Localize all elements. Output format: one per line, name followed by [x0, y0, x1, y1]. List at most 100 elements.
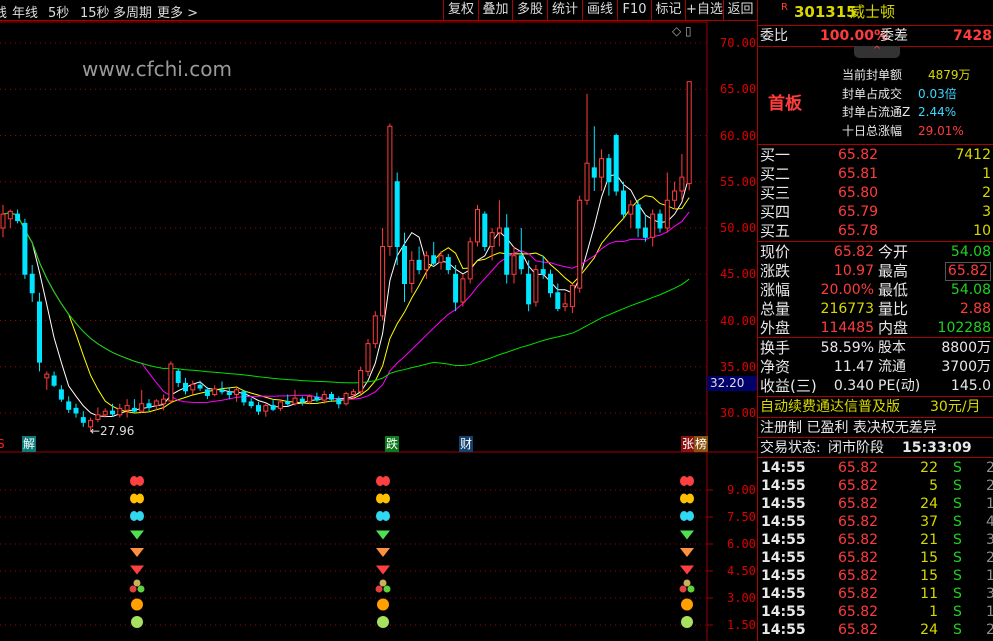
period-4[interactable]: 多周期: [113, 6, 153, 21]
candle-body: [380, 246, 386, 317]
tick-volume: 24: [920, 496, 938, 512]
candle-body: [686, 81, 692, 185]
candle: [511, 246, 517, 284]
candle-body: [504, 227, 510, 275]
butterfly-red-icon: [376, 476, 390, 486]
candle-body: [635, 204, 641, 229]
period-3[interactable]: 15秒: [80, 6, 110, 21]
tick-time: 14:55: [761, 460, 806, 476]
candle: [518, 228, 524, 275]
diamond-red-icon: [376, 565, 390, 575]
toolbar-button-2[interactable]: 多股: [512, 0, 547, 20]
chart-options-icons[interactable]: ◇ ▯: [672, 24, 692, 38]
candle-body: [460, 278, 466, 303]
candle: [591, 126, 597, 191]
period-1[interactable]: 年线: [12, 6, 39, 21]
candle-body: [226, 392, 232, 395]
candle-body: [453, 273, 459, 303]
candle-body: [657, 213, 663, 229]
low-price-label: ←27.96: [90, 424, 135, 438]
indicator-tick-label: 3.00: [727, 591, 756, 605]
candle-body: [350, 391, 356, 396]
stat-value: 20.00%: [820, 282, 874, 298]
stat-row: 涨幅 20.00% 最低 54.08: [758, 281, 993, 300]
stat-label: 最高: [878, 262, 909, 280]
candle-body: [533, 269, 539, 303]
tick-row: 14:55 65.82 15 S 2: [758, 549, 993, 568]
candle: [73, 403, 79, 418]
tick-volume: 11: [920, 586, 938, 602]
period-2[interactable]: 5秒: [48, 6, 70, 21]
period-0[interactable]: 线: [0, 6, 8, 21]
diamond-orange-icon: [130, 548, 144, 557]
tick-row: 14:55 65.82 37 S 4: [758, 513, 993, 532]
fund-row: 净资 11.47 流通 3700万: [758, 358, 993, 377]
signal-marker: 榜: [694, 436, 709, 452]
candle-body: [256, 405, 261, 412]
toolbar-button-6[interactable]: 标记: [651, 0, 685, 20]
toolbar-button-4[interactable]: 画线: [582, 0, 617, 20]
candle-body: [416, 259, 422, 271]
butterfly-cyan-icon: [680, 511, 694, 521]
candle: [358, 366, 364, 395]
candle-body: [168, 363, 174, 402]
stat-label: 内盘: [878, 319, 909, 337]
promo-link[interactable]: 自动续费通达信普及版 30元/月: [758, 398, 993, 417]
period-5[interactable]: 更多 >: [157, 6, 199, 21]
candle: [241, 389, 247, 406]
candle-body: [241, 391, 247, 403]
candle-body: [175, 370, 181, 383]
candle: [168, 361, 174, 404]
candle: [226, 387, 232, 400]
tick-time: 14:55: [761, 586, 806, 602]
candle-body: [131, 407, 137, 412]
candle: [577, 195, 583, 293]
kline-chart[interactable]: [0, 0, 757, 641]
toolbar-button-3[interactable]: 统计: [547, 0, 582, 20]
tick-side: S: [953, 622, 962, 638]
tick-count: 1: [986, 496, 993, 512]
diamond-orange-icon: [376, 548, 390, 557]
tick-count: 3: [986, 532, 993, 548]
candle-body: [321, 394, 327, 401]
fund-label: 流通: [878, 359, 906, 375]
collapse-tab[interactable]: ^: [854, 46, 900, 58]
candle: [0, 204, 6, 238]
candle-body: [496, 227, 502, 234]
toolbar-button-8[interactable]: 返回: [723, 0, 757, 20]
tick-price: 65.82: [838, 532, 879, 548]
butterfly-yellow-icon: [680, 493, 694, 504]
candle: [110, 403, 115, 417]
toolbar-button-5[interactable]: F10: [617, 0, 651, 20]
candle-body: [7, 210, 13, 220]
bid-label: 买四: [760, 203, 791, 221]
diamond-red-icon: [130, 565, 144, 575]
candle-body: [431, 255, 437, 264]
candle-body: [358, 369, 364, 393]
candle: [664, 172, 670, 233]
tick-side: S: [953, 568, 962, 584]
candle: [256, 401, 261, 415]
diamond-green-icon: [130, 530, 144, 540]
candle-body: [621, 190, 626, 215]
candle: [7, 209, 13, 228]
candle-body: [292, 397, 298, 405]
candle-body: [29, 273, 35, 294]
info-row: 当前封单额 4879万: [758, 66, 993, 85]
bid-row: 买五 65.78 10: [758, 222, 993, 241]
candle: [80, 411, 86, 427]
candle: [37, 292, 42, 372]
candle: [277, 399, 283, 412]
stat-row: 涨跌 10.97 最高 65.82: [758, 262, 993, 281]
candle-body: [526, 273, 532, 305]
toolbar-button-1[interactable]: 叠加: [478, 0, 512, 20]
toolbar-button-7[interactable]: +自选: [685, 0, 723, 20]
toolbar-button-0[interactable]: 复权: [443, 0, 478, 20]
candle-body: [591, 167, 597, 178]
candle: [299, 396, 305, 406]
fund-label: 收益(三): [760, 377, 817, 395]
candle: [621, 181, 626, 219]
candle-body: [555, 292, 561, 309]
stock-header: R 301315 威士顿: [758, 2, 993, 25]
weicha-value: 7428: [953, 28, 992, 44]
